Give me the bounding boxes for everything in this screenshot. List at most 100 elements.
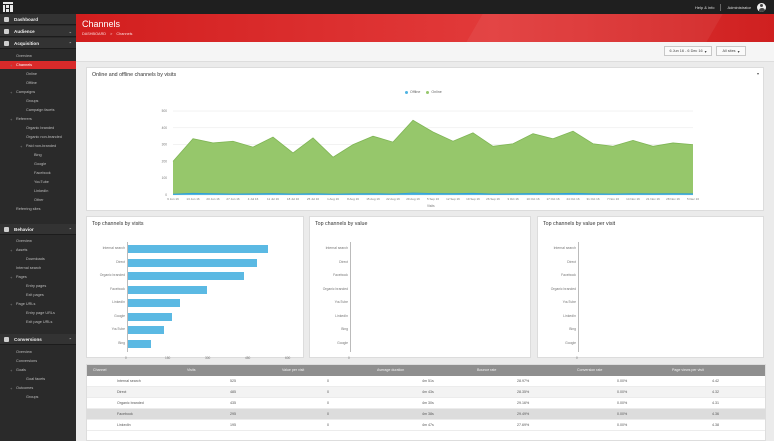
- sidebar-label: Outcomes: [16, 386, 34, 390]
- table-cell: 4.31: [712, 401, 719, 405]
- sidebar-item-audience[interactable]: Audience ⌄: [0, 26, 76, 37]
- area-chart-title: Online and offline channels by visits: [92, 72, 177, 78]
- sidebar-item-pages[interactable]: Pages +: [0, 273, 76, 281]
- sidebar-item-goal-facets[interactable]: Goal facets: [0, 375, 76, 383]
- sidebar-item-page-urls[interactable]: Page URLs +: [0, 300, 76, 308]
- sidebar-label: Page URLs: [16, 302, 36, 306]
- bar-direct[interactable]: [128, 258, 258, 267]
- sidebar-item-assets[interactable]: Assets +: [0, 246, 76, 254]
- sidebar-label: Exit pages: [26, 293, 44, 297]
- category-label: Bing: [569, 327, 576, 331]
- table-row[interactable]: Direct 485 0 4m 43s 28.35% 0.00% 4.32: [87, 387, 765, 398]
- sidebar-item-exit-pages[interactable]: Exit pages: [0, 291, 76, 299]
- sidebar-item-google[interactable]: Google: [0, 160, 76, 168]
- sidebar-item-campaigns[interactable]: Campaigns +: [0, 88, 76, 96]
- column-header[interactable]: Average duration: [377, 368, 405, 372]
- channel-cell: Facebook: [117, 412, 133, 416]
- bar-linkedin[interactable]: [128, 299, 180, 307]
- table-cell: 4m 51s: [422, 379, 434, 383]
- sidebar-item-campaign-facets[interactable]: Campaign facets: [0, 106, 76, 114]
- sidebar-item-acquisition[interactable]: Acquisition ⌃: [0, 38, 76, 49]
- category-label: Direct: [339, 259, 348, 264]
- sidebar-item-other[interactable]: Other: [0, 196, 76, 204]
- table-row[interactable]: Organic branded 435 0 4m 30s 29.16% 0.00% 4.31: [87, 398, 765, 409]
- table-cell: 4.38: [712, 423, 719, 427]
- sidebar-item-organic-non-branded[interactable]: Organic non-branded: [0, 133, 76, 141]
- sidebar-label: Campaign facets: [26, 108, 55, 112]
- sidebar-item-organic-branded[interactable]: Organic branded: [0, 124, 76, 132]
- column-header[interactable]: Conversion rate: [577, 368, 603, 372]
- column-header[interactable]: Channel: [93, 368, 107, 372]
- toolbar: 6 Jun 16 - 6 Dec 16 ▾ All sites ▾: [76, 42, 774, 62]
- table-row[interactable]: LinkedIn 195 0 4m 47s 27.69% 0.00% 4.38: [87, 420, 765, 431]
- category-label: Bing: [118, 340, 125, 345]
- sidebar-label: Assets: [16, 248, 28, 252]
- breadcrumb-home[interactable]: DASHBOARD: [82, 32, 107, 36]
- table-row[interactable]: Facebook 295 0 4m 38s 29.49% 0.00% 4.36: [87, 409, 765, 420]
- column-header[interactable]: Bounce rate: [477, 368, 497, 372]
- legend-item-offline[interactable]: Offline: [405, 90, 420, 94]
- x-tick-label: 22 Aug 16: [386, 197, 400, 201]
- breadcrumb-current: Channels: [116, 32, 133, 36]
- table-cell: 4.36: [712, 412, 719, 416]
- site-filter-dropdown[interactable]: All sites ▾: [716, 46, 746, 56]
- panel-menu-icon[interactable]: ▾: [756, 71, 759, 76]
- sidebar-label: Entry page URLs: [26, 311, 55, 315]
- bar-google[interactable]: [128, 312, 172, 321]
- series-line-offline: [172, 192, 694, 195]
- expand-icon: +: [10, 385, 13, 391]
- sidebar-item-dashboard[interactable]: Dashboard: [0, 14, 76, 25]
- sidebar-item-goals[interactable]: Goals +: [0, 366, 76, 374]
- user-avatar-icon[interactable]: [757, 2, 766, 12]
- channels-table: Channel Visits Value per visit Average dura…: [86, 364, 766, 441]
- sidebar-item-behavior[interactable]: Behavior ⌃: [0, 224, 76, 235]
- legend-label: Online: [431, 90, 442, 94]
- bar-organic-branded[interactable]: [128, 272, 244, 280]
- category-label: LinkedIn: [335, 313, 348, 318]
- bar-internal-search[interactable]: [128, 245, 268, 253]
- x-tick-label: 26 Sep 16: [486, 197, 500, 201]
- sidebar-item-offline[interactable]: Offline: [0, 79, 76, 87]
- sidebar-item-facebook[interactable]: Facebook: [0, 169, 76, 177]
- category-label: YouTube: [334, 300, 348, 304]
- sidebar-item-bing[interactable]: Bing: [0, 151, 76, 159]
- column-header[interactable]: Visits: [187, 368, 196, 372]
- table-row[interactable]: Internal search 525 0 4m 51s 28.97% 0.00% 4.42: [87, 376, 765, 387]
- sidebar-item-outcomes[interactable]: Outcomes +: [0, 384, 76, 392]
- sidebar-item-channels[interactable]: Channels +: [0, 61, 76, 69]
- bar-facebook[interactable]: [128, 285, 207, 294]
- column-header[interactable]: Page views per visit: [672, 368, 704, 372]
- series-area-online[interactable]: [173, 120, 693, 195]
- app-logo-icon[interactable]: [3, 2, 13, 12]
- bar-youtube[interactable]: [128, 326, 164, 334]
- sidebar-item-youtube[interactable]: YouTube: [0, 178, 76, 186]
- sidebar-item-entry-pages[interactable]: Entry pages: [0, 282, 76, 290]
- sidebar-item-linkedin[interactable]: LinkedIn: [0, 187, 76, 195]
- sidebar-item-referring-sites[interactable]: Referring sites: [0, 205, 76, 213]
- column-header[interactable]: Value per visit: [282, 368, 305, 372]
- sidebar-item-online[interactable]: Online: [0, 70, 76, 78]
- legend-item-online[interactable]: Online: [426, 90, 442, 94]
- series-line-online: [172, 119, 694, 162]
- sidebar-item-downloads[interactable]: Downloads: [0, 255, 76, 263]
- user-name[interactable]: Administrator: [727, 4, 751, 10]
- sidebar-item-paid-non-branded[interactable]: Paid non-branded +: [0, 142, 76, 150]
- sidebar-item-conversions[interactable]: Conversions: [0, 357, 76, 365]
- sidebar-item-overview[interactable]: Overview: [0, 237, 76, 245]
- category-label: LinkedIn: [563, 313, 576, 318]
- sidebar-item-referrers[interactable]: Referrers +: [0, 115, 76, 123]
- table-cell: 29.16%: [517, 401, 530, 405]
- date-range-dropdown[interactable]: 6 Jun 16 - 6 Dec 16 ▾: [664, 46, 712, 56]
- sidebar-item-entry-page-urls[interactable]: Entry page URLs: [0, 309, 76, 317]
- sidebar-item-groups[interactable]: Groups: [0, 97, 76, 105]
- bar-bing[interactable]: [128, 339, 151, 348]
- sidebar-item-internal-search[interactable]: Internal search: [0, 264, 76, 272]
- sidebar-item-conversions[interactable]: Conversions ⌃: [0, 334, 76, 345]
- sidebar-item-overview[interactable]: Overview: [0, 348, 76, 356]
- sidebar-item-exit-page-urls[interactable]: Exit page URLs: [0, 318, 76, 326]
- sidebar-label: Overview: [16, 239, 32, 243]
- sidebar-item-groups[interactable]: Groups: [0, 393, 76, 401]
- category-label: Internal search: [325, 246, 348, 250]
- help-link[interactable]: Help & info: [694, 4, 715, 10]
- sidebar-item-overview[interactable]: Overview: [0, 52, 76, 60]
